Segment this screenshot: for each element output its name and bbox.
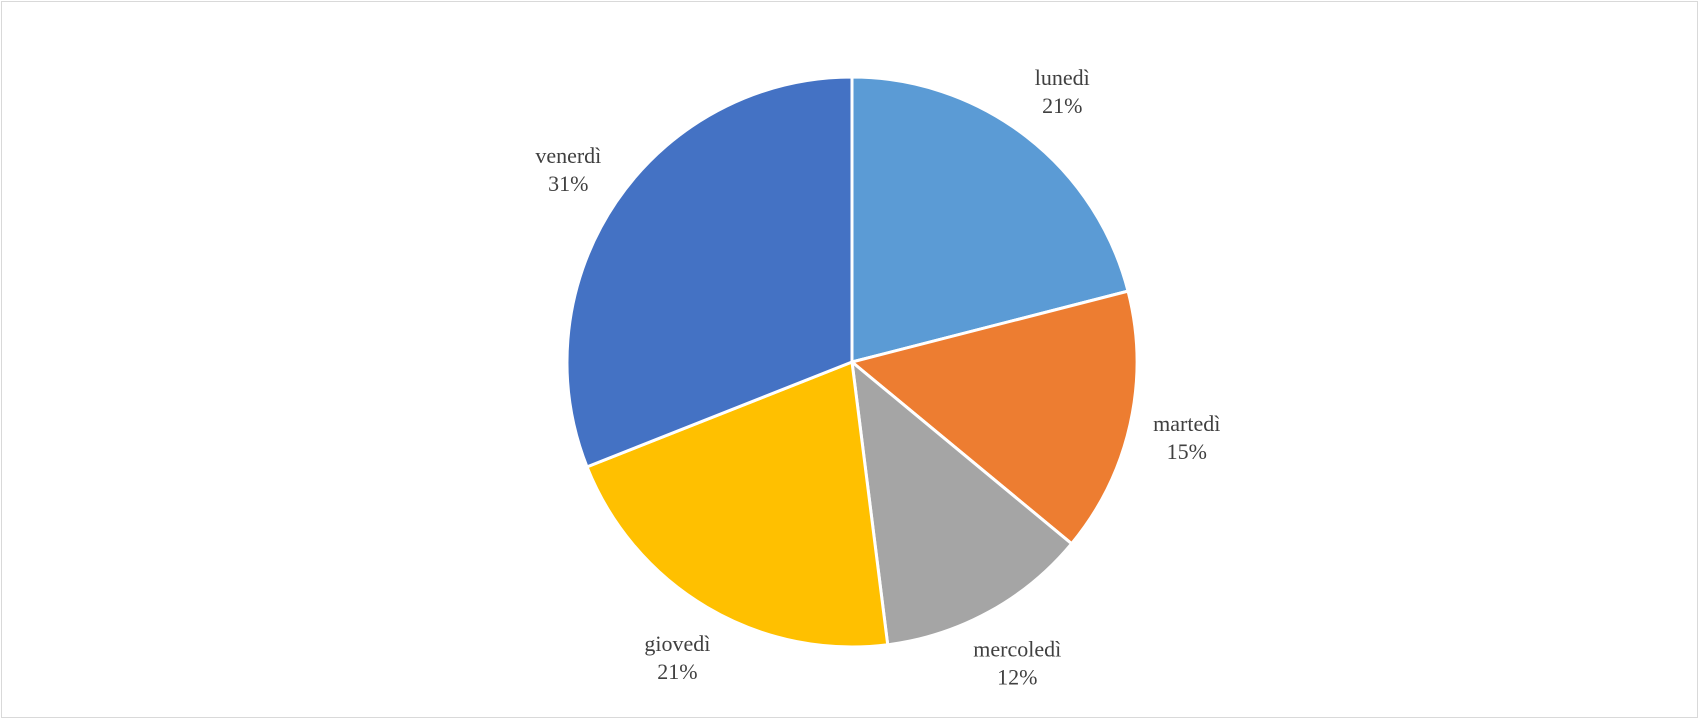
data-label-category: lunedì: [1035, 65, 1090, 90]
data-label-category: giovedì: [644, 631, 710, 656]
data-label-percent: 21%: [1042, 93, 1082, 118]
data-label-mercoledi: mercoledì 12%: [973, 637, 1061, 690]
pie-slice-martedi: [850, 289, 1139, 546]
data-label-giovedi: giovedì 21%: [644, 631, 710, 684]
data-label-category: martedì: [1153, 411, 1220, 436]
data-label-martedi: martedì 15%: [1153, 411, 1220, 464]
data-label-percent: 21%: [657, 659, 697, 684]
pie-data-labels: lunedì 21% martedì 15% mercoledì 12% giovedì 21…: [535, 65, 1220, 690]
data-label-percent: 12%: [997, 665, 1037, 690]
pie-slices: [565, 75, 1139, 649]
pie-slice-lunedi: [850, 75, 1130, 364]
pie-slice-giovedi: [585, 360, 890, 649]
data-label-percent: 15%: [1167, 439, 1207, 464]
data-label-category: venerdì: [535, 143, 601, 168]
pie-slice-venerdi: [565, 75, 854, 469]
data-label-venerdi: venerdì 31%: [535, 143, 601, 196]
pie-slice-mercoledi: [850, 360, 1074, 647]
data-label-percent: 31%: [548, 171, 588, 196]
data-label-lunedi: lunedì 21%: [1035, 65, 1090, 118]
data-label-category: mercoledì: [973, 637, 1061, 662]
